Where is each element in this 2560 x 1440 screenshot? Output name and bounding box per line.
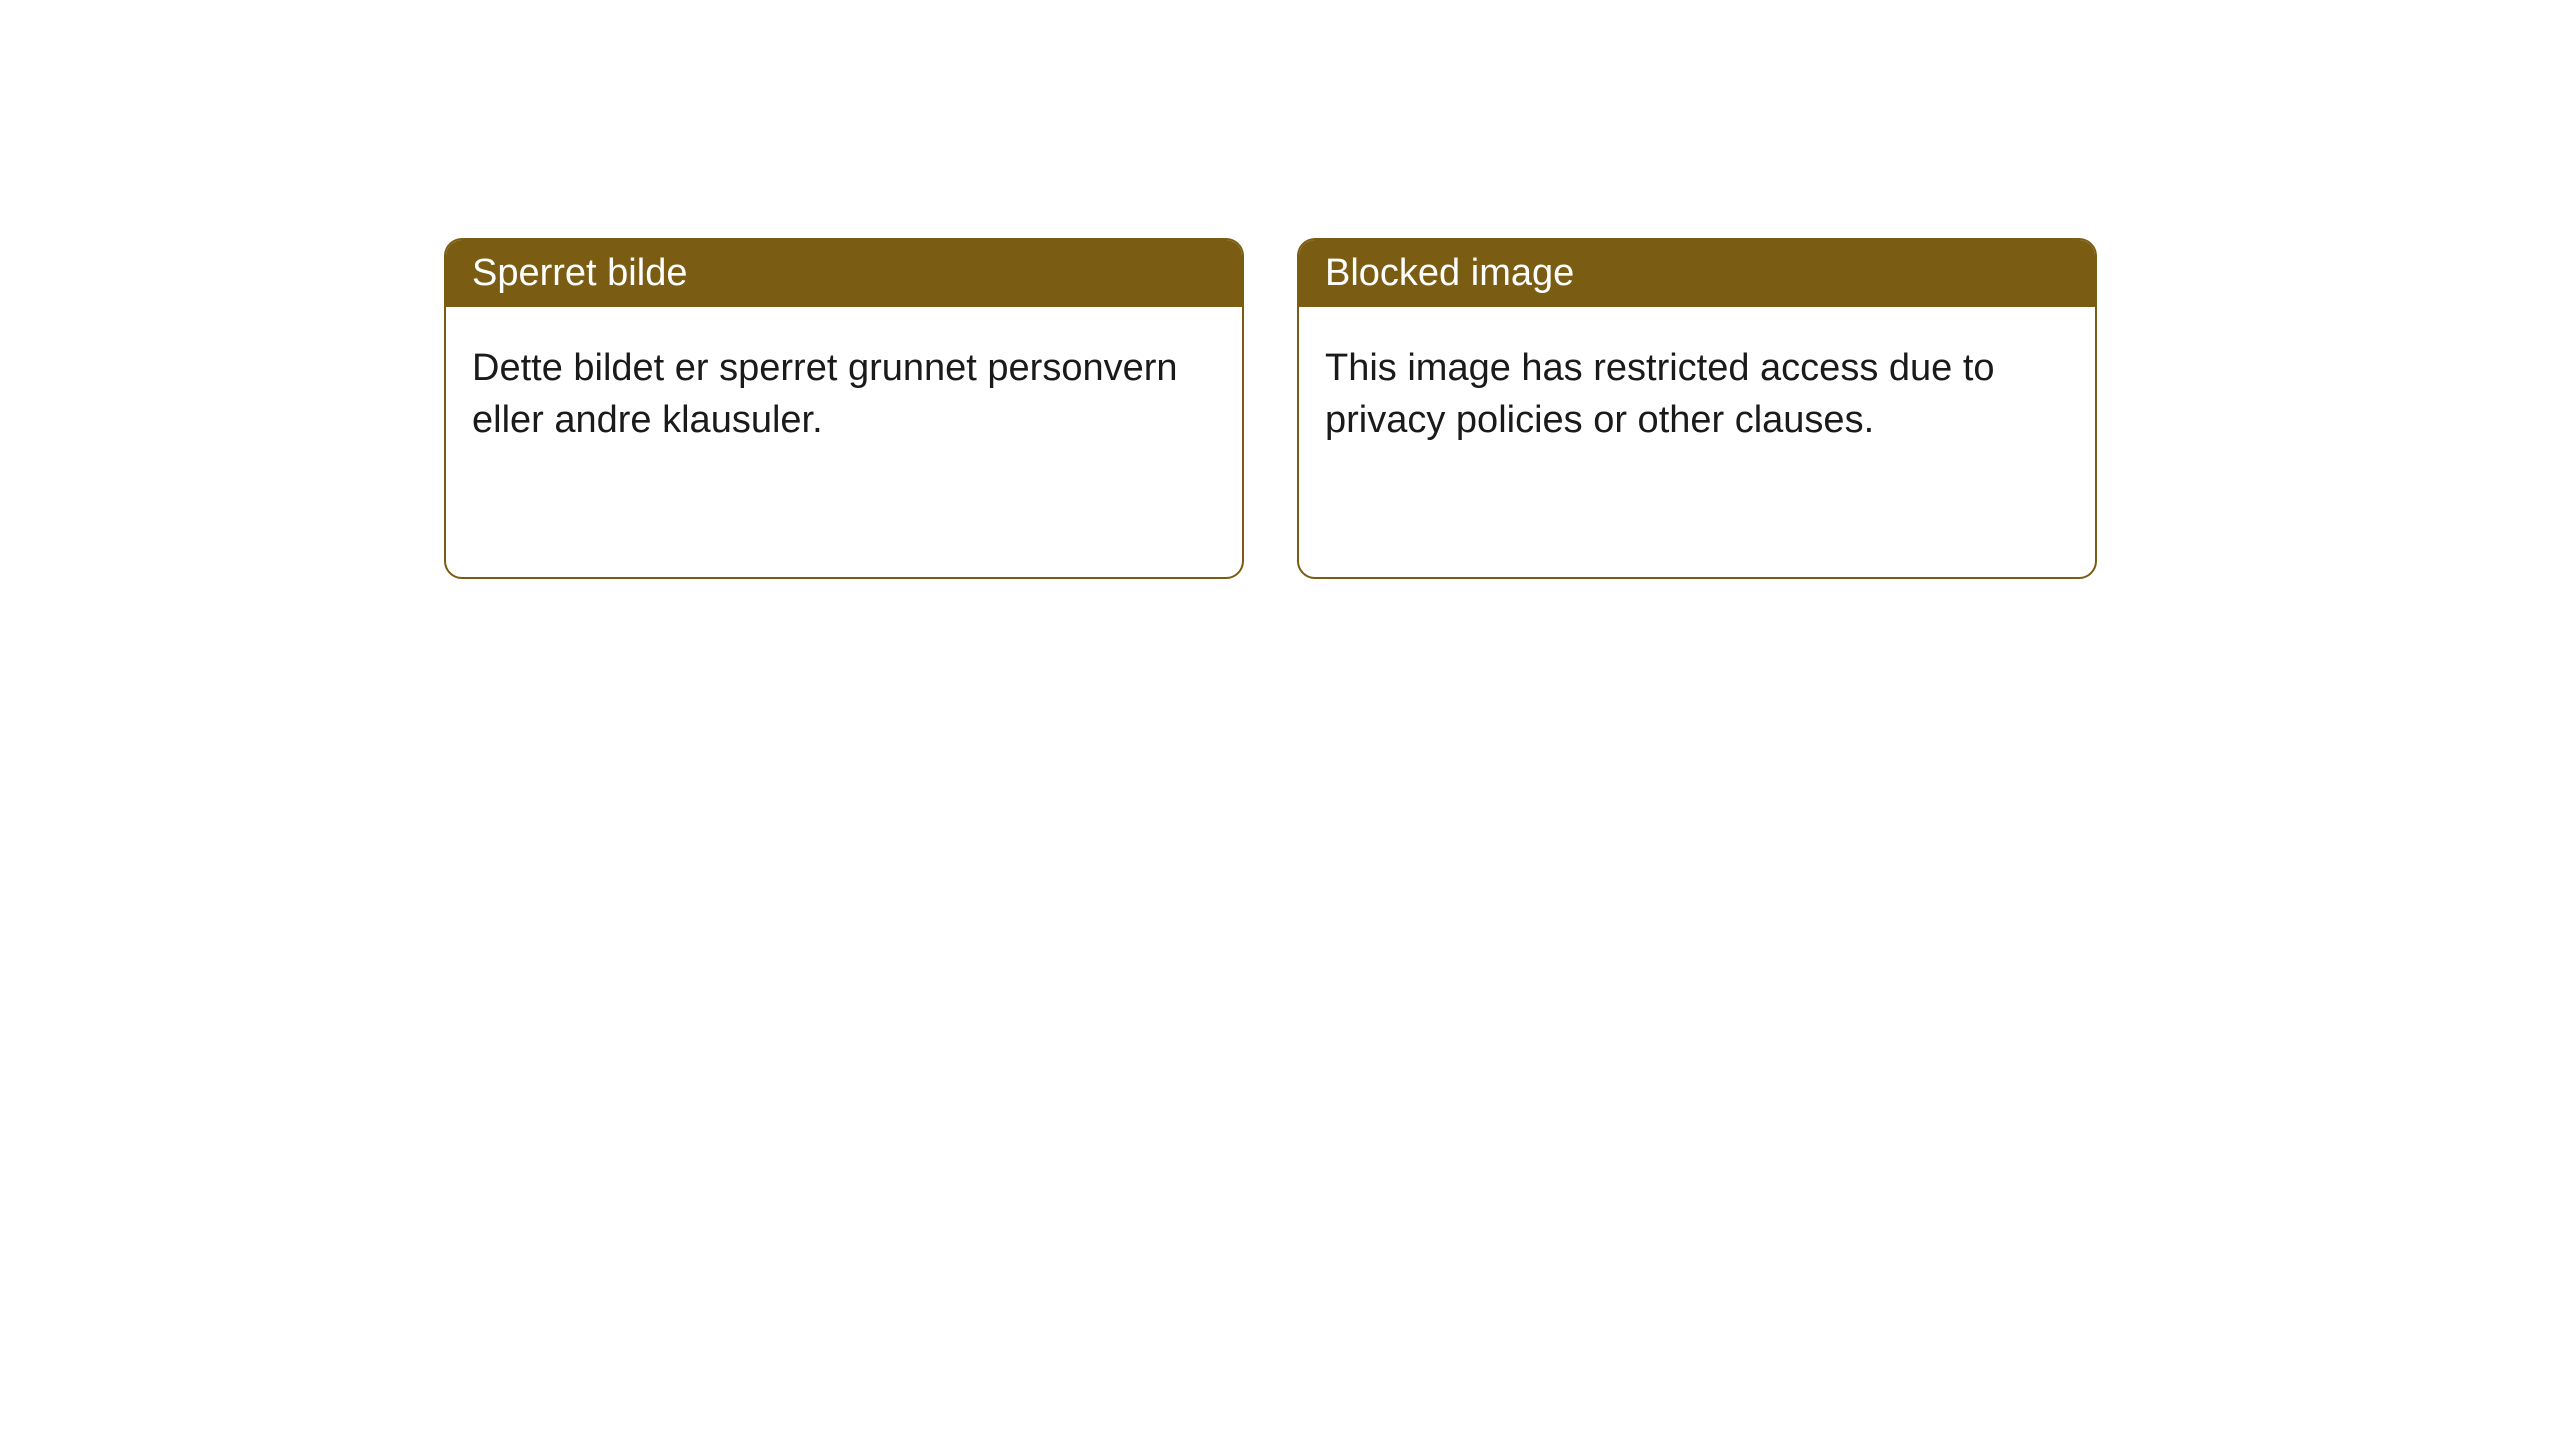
notice-card-english: Blocked image This image has restricted … — [1297, 238, 2097, 579]
notice-body-norwegian: Dette bildet er sperret grunnet personve… — [446, 307, 1242, 577]
notice-card-norwegian: Sperret bilde Dette bildet er sperret gr… — [444, 238, 1244, 579]
notice-body-english: This image has restricted access due to … — [1299, 307, 2095, 577]
notice-title-norwegian: Sperret bilde — [446, 240, 1242, 307]
notice-title-english: Blocked image — [1299, 240, 2095, 307]
notice-container: Sperret bilde Dette bildet er sperret gr… — [444, 238, 2097, 579]
